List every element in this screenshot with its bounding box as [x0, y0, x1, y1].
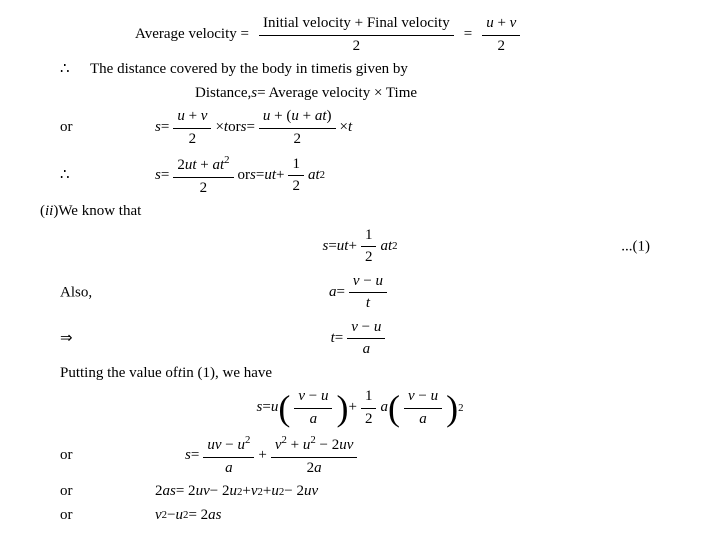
putting-text: Putting the value of t in (1), we have: [40, 364, 680, 384]
mult-2a-eq: or 2as = 2uv − 2u2 + v2 + u2 − 2uv: [40, 482, 680, 502]
part-ii-intro: (ii) We know that: [40, 202, 680, 222]
distance-eq-or1: or s = u + v 2 × t or s = u + (u + at) 2…: [40, 107, 680, 149]
avg-vel-frac-uv: u + v 2: [482, 14, 520, 56]
avg-vel-lhs: Average velocity =: [135, 25, 249, 45]
expand-eq: or s = uv − u2 a + v2 + u2 − 2uv 2a: [40, 433, 680, 478]
avg-vel-frac-words: Initial velocity + Final velocity 2: [259, 14, 454, 56]
eq-number: ...(1): [621, 237, 650, 257]
eq-1: s = ut + 1 2 at2 ...(1): [40, 226, 680, 268]
avg-velocity-def: Average velocity = Initial velocity + Fi…: [40, 14, 680, 56]
final-eq: or v2 − u2 = 2as: [40, 506, 680, 526]
subst-eq: s = u ( v − u a ) + 1 2 a ( v − u a )2: [40, 387, 680, 429]
therefore-distance-statement: ∴ The distance covered by the body in ti…: [40, 60, 680, 80]
implies-t: ⇒ t = v − u a: [40, 318, 680, 360]
also-a: Also, a = v − u t: [40, 272, 680, 314]
distance-eq-final: ∴ s = 2ut + at2 2 or s = ut + 1 2 at2: [40, 153, 680, 198]
distance-def: Distance, s = Average velocity × Time: [40, 84, 680, 104]
